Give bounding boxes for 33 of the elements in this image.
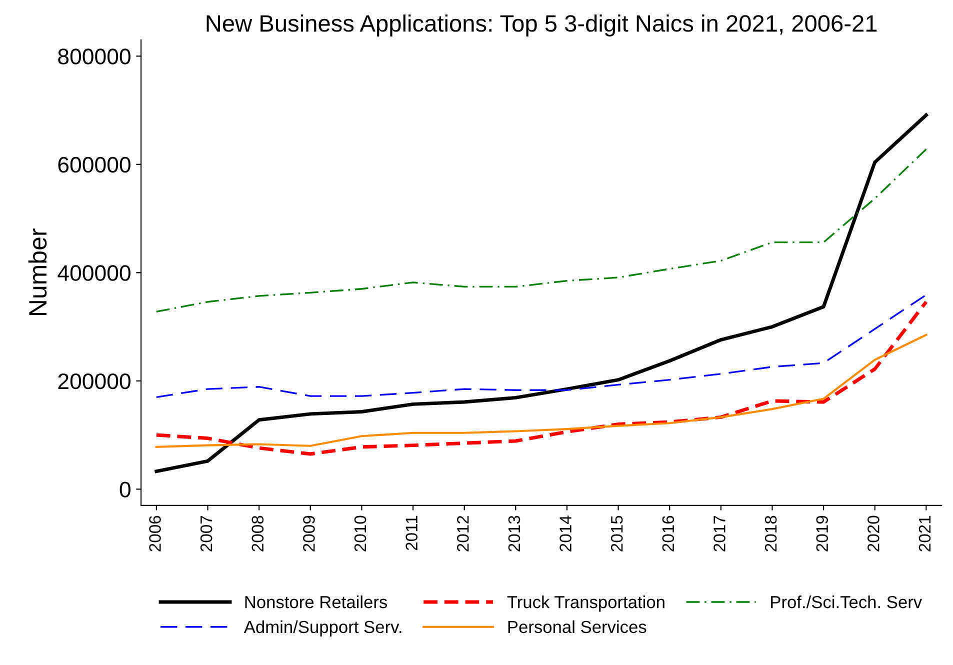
- x-tick-label: 2015: [610, 516, 623, 552]
- y-tick-label: 600000: [58, 156, 130, 173]
- y-tick-label: 400000: [58, 265, 130, 281]
- chart-title: New Business Applications: Top 5 3-digit Naics in 2021, 2006-21: [206, 14, 877, 36]
- x-tick-label: 2008: [252, 516, 264, 552]
- x-tick-label: 2007: [200, 516, 212, 552]
- x-tick-label: 2020: [868, 516, 880, 552]
- line-series: [154, 300, 928, 456]
- legend-label: Personal Services: [508, 620, 646, 634]
- y-axis-title: Number: [28, 228, 47, 316]
- legend-label: Nonstore Retailers: [245, 596, 388, 608]
- line-series: [154, 113, 928, 474]
- x-tick-label: 2011: [406, 516, 418, 550]
- line-series: [156, 148, 928, 312]
- y-tick-label: 800000: [58, 48, 130, 64]
- x-tick-label: 2014: [560, 516, 572, 552]
- x-tick-label: 2019: [816, 516, 828, 552]
- line-series: [156, 294, 928, 398]
- x-tick-label: 2018: [764, 516, 777, 552]
- x-tick-label: 2006: [149, 516, 161, 552]
- y-tick-label: 0: [120, 482, 130, 498]
- x-tick-label: 2013: [508, 516, 520, 552]
- x-tick-label: 2021: [918, 516, 931, 552]
- line-series: [155, 334, 928, 448]
- legend-label: Prof./Sci.Tech. Serv: [771, 596, 922, 608]
- y-tick-label: 200000: [58, 373, 130, 390]
- x-tick-label: 2010: [354, 516, 366, 552]
- legend-label: Admin/Support Serv.: [244, 620, 402, 637]
- x-tick-label: 2016: [662, 516, 674, 552]
- legend-label: Truck Transportation: [507, 596, 664, 612]
- x-tick-label: 2017: [714, 516, 726, 552]
- x-tick-label: 2012: [457, 516, 469, 552]
- x-tick-label: 2009: [303, 516, 315, 552]
